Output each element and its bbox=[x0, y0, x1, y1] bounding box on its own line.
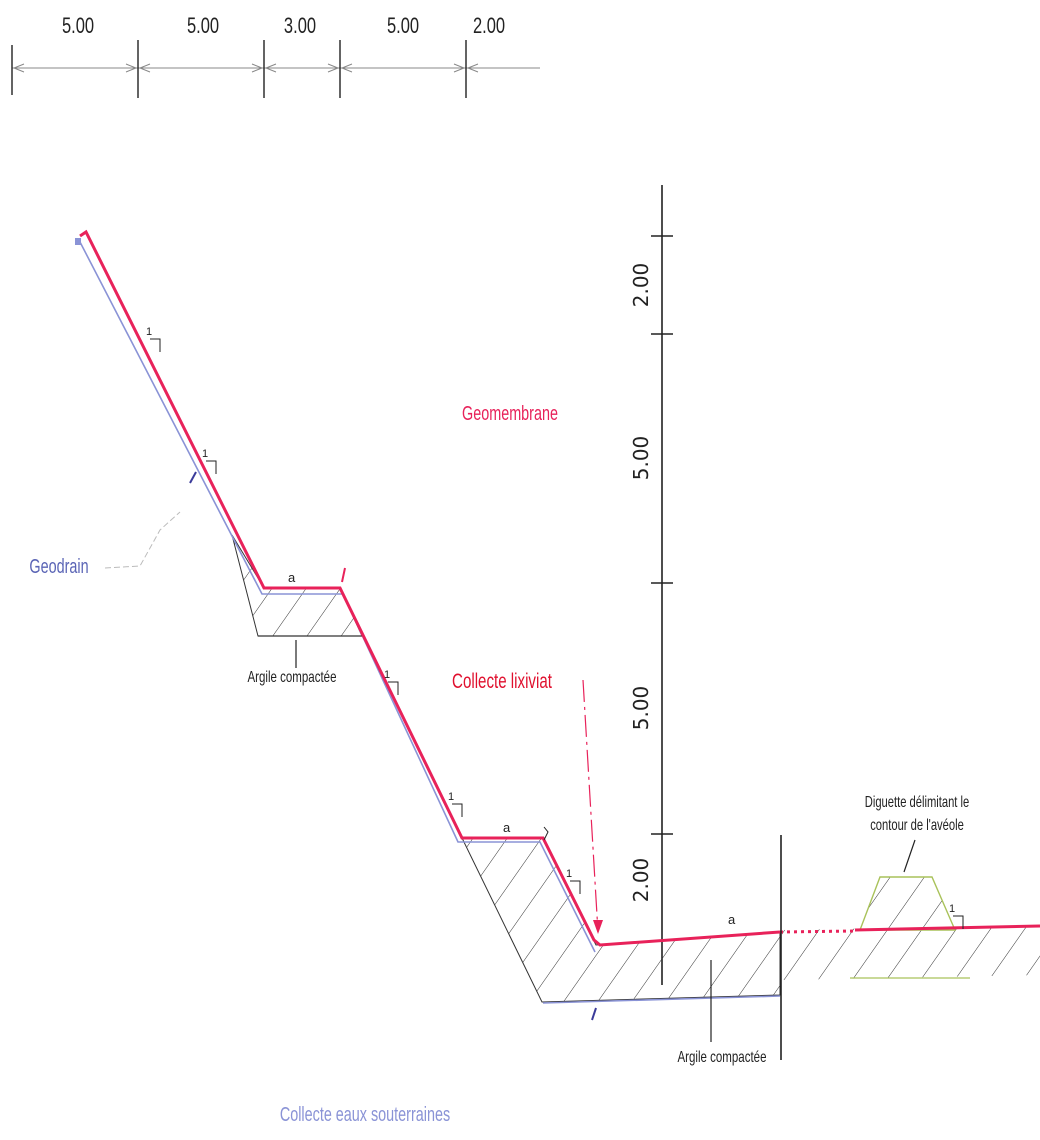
geomembrane-label: Geomembrane bbox=[462, 402, 558, 425]
lower-clay-label: Argile compactée bbox=[678, 1047, 767, 1065]
upper-clay-berm bbox=[231, 534, 363, 637]
geomembrane-anchor-block bbox=[75, 238, 81, 245]
vertical-dimension-label: 5.00 bbox=[629, 686, 653, 731]
dimension-arrow bbox=[466, 63, 479, 73]
geodrain-label: Geodrain bbox=[29, 555, 88, 578]
lixiviat-leader bbox=[582, 679, 599, 933]
upper-clay-label: Argile compactée bbox=[248, 667, 337, 685]
slope-a-label: a bbox=[288, 570, 296, 585]
vertical-dimension-label: 2.00 bbox=[629, 858, 653, 903]
top-dimension-chain: 5.00 5.00 3.00 5.00 2.00 bbox=[11, 14, 540, 98]
slope-marker bbox=[388, 681, 399, 695]
geomembrane-line bbox=[79, 229, 781, 947]
dimension-arrow bbox=[340, 63, 353, 73]
lixiviat-arrowhead bbox=[593, 920, 603, 934]
vertical-dimension-label: 5.00 bbox=[629, 436, 653, 481]
text-labels: Geomembrane Geodrain Argile compactée Co… bbox=[29, 402, 969, 1126]
right-clay-liner bbox=[782, 925, 1040, 980]
geodrain-line bbox=[79, 241, 596, 953]
collecte-eaux-label: Collecte eaux souterraines bbox=[280, 1103, 451, 1126]
slope-ratio-one: 1 bbox=[949, 903, 955, 915]
dimension-arrow bbox=[125, 63, 138, 73]
compacted-clay-areas bbox=[231, 534, 1040, 1003]
leader-lines bbox=[104, 471, 916, 1042]
geomembrane-right-line bbox=[854, 924, 1040, 932]
dimension-arrow bbox=[138, 63, 151, 73]
dimension-label: 5.00 bbox=[387, 14, 419, 39]
groundwater-collection-line bbox=[542, 995, 781, 1004]
slope-marker bbox=[953, 915, 964, 929]
slope-a-label: a bbox=[728, 912, 736, 927]
dimension-label: 2.00 bbox=[473, 14, 505, 39]
geodrain-pointer bbox=[189, 471, 197, 484]
slope-ratio-one: 1 bbox=[448, 791, 454, 803]
diguette-leader bbox=[903, 839, 916, 873]
diguette-label-line1: Diguette délimitant le bbox=[865, 792, 970, 811]
dimension-arrow bbox=[264, 63, 277, 73]
dimension-arrow bbox=[251, 63, 264, 73]
dimension-label: 5.00 bbox=[62, 14, 94, 39]
dimension-arrow bbox=[327, 63, 340, 73]
slope-ratio-one: 1 bbox=[146, 326, 152, 338]
slope-marker bbox=[570, 880, 581, 894]
slope-markers bbox=[150, 338, 964, 929]
geodrain-leader bbox=[104, 511, 181, 569]
dimension-arrow bbox=[453, 63, 466, 73]
slope-marker bbox=[206, 460, 217, 474]
dimension-arrow bbox=[12, 63, 25, 73]
collecte-lixiviat-label: Collecte lixiviat bbox=[452, 668, 552, 692]
groundwater-pointer bbox=[591, 1007, 597, 1021]
slope-ratio-one: 1 bbox=[566, 868, 572, 880]
diguette-bund bbox=[858, 876, 957, 931]
slope-marker bbox=[150, 338, 161, 352]
vertical-dimension-chain: 2.00 5.00 5.00 2.00 bbox=[629, 185, 673, 985]
slope-a-label: a bbox=[503, 820, 511, 835]
slope-marker bbox=[543, 826, 549, 841]
dimension-label: 3.00 bbox=[284, 14, 316, 39]
vertical-dimension-label: 2.00 bbox=[629, 263, 653, 308]
diguette-label-line2: contour de l'avéole bbox=[870, 815, 964, 834]
slope-marker bbox=[452, 803, 463, 817]
dimension-label: 5.00 bbox=[187, 14, 219, 39]
geomembrane-dotted-transition bbox=[779, 929, 856, 934]
geomembrane-pointer bbox=[341, 567, 346, 583]
slope-ratio-one: 1 bbox=[202, 448, 208, 460]
slope-ratio-one: 1 bbox=[384, 669, 390, 681]
slope-ratio-labels: 1 1 1 1 1 1 a a a bbox=[146, 326, 955, 927]
